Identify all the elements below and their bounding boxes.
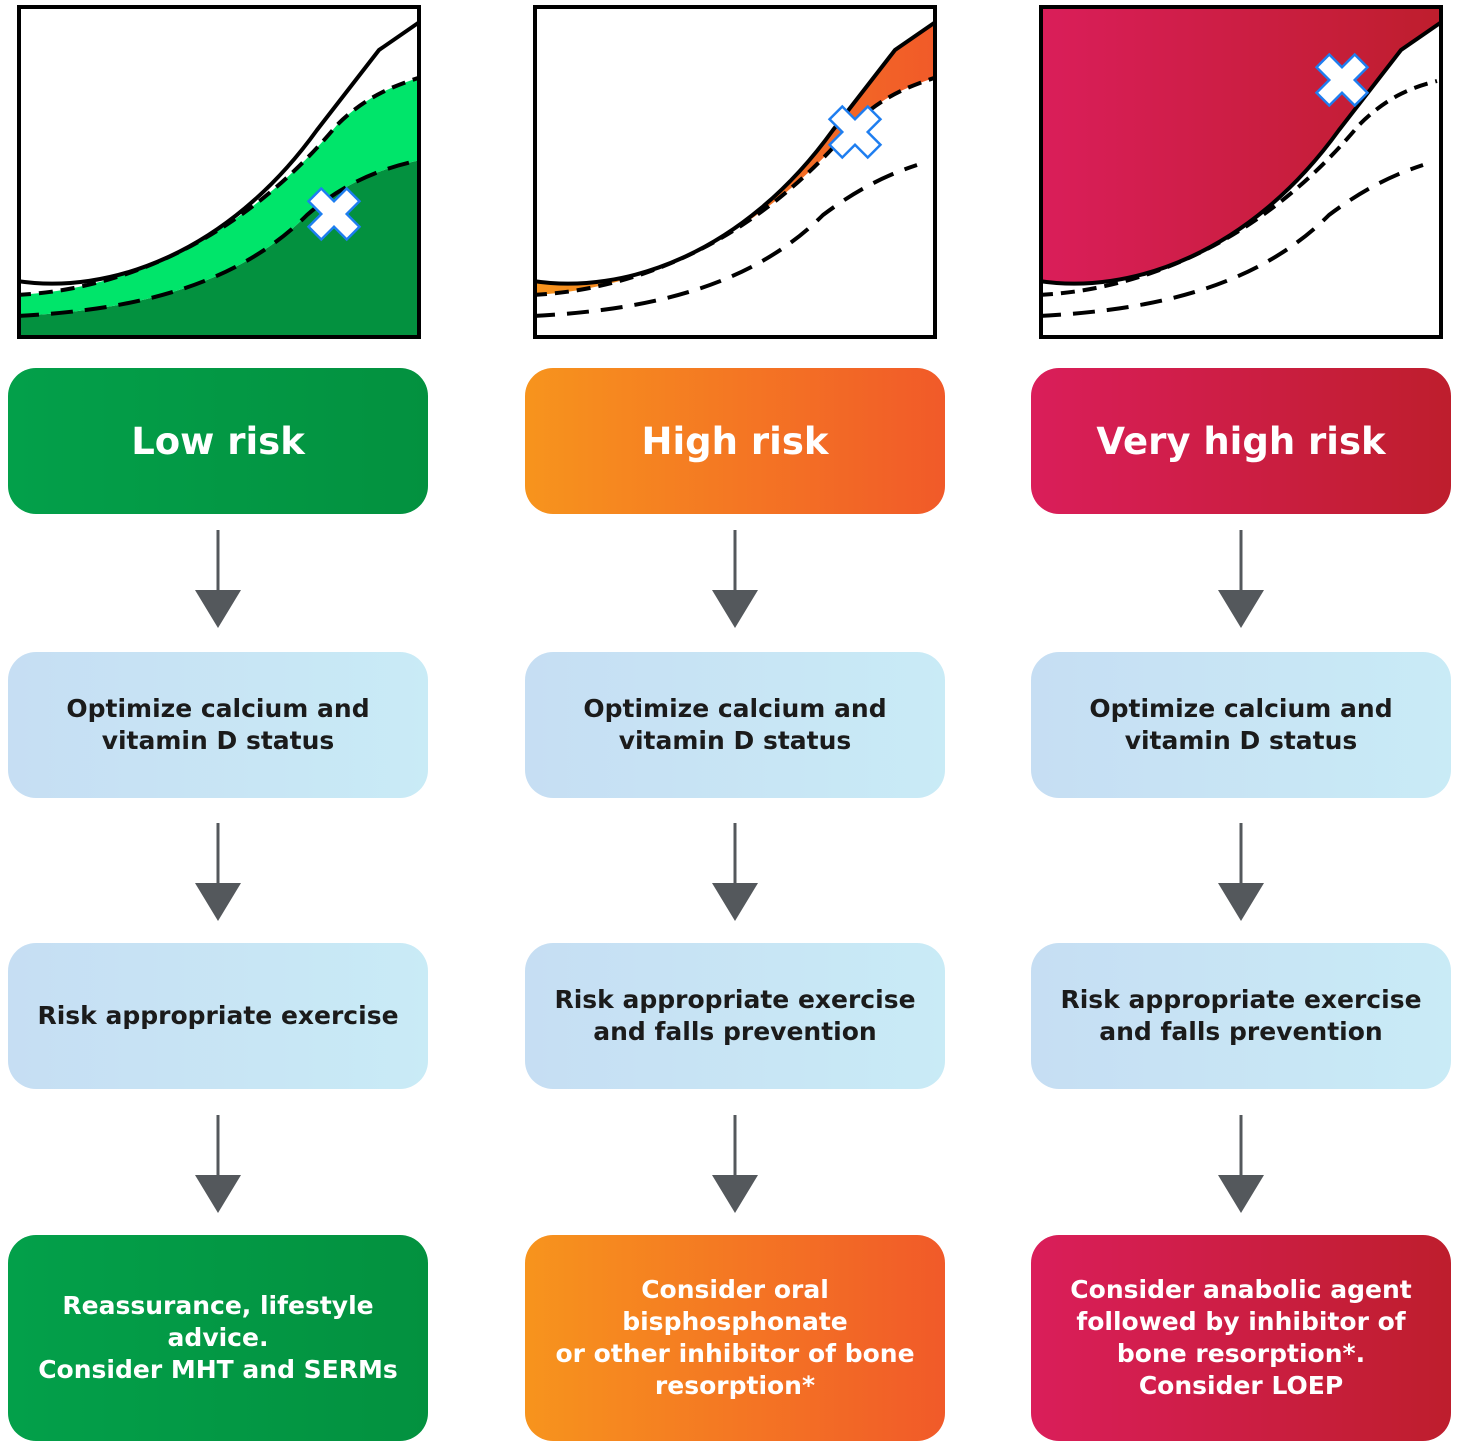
high-risk-curve-panel bbox=[533, 5, 937, 339]
step-label: Optimize calcium and vitamin D status bbox=[583, 694, 887, 755]
very-high-risk-step-calcium: Optimize calcium and vitamin D status bbox=[1031, 652, 1451, 798]
risk-label: High risk bbox=[641, 419, 829, 463]
low-risk-step-exercise: Risk appropriate exercise bbox=[8, 943, 428, 1089]
action-label: Consider anabolic agent followed by inhi… bbox=[1070, 1275, 1412, 1400]
step-label: Optimize calcium and vitamin D status bbox=[1089, 694, 1393, 755]
arrow-down-icon bbox=[195, 530, 241, 628]
low-risk-curve-panel bbox=[17, 5, 421, 339]
step-label: Risk appropriate exercise and falls prev… bbox=[1060, 985, 1422, 1046]
arrow-down-icon bbox=[1218, 823, 1264, 921]
step-label: Risk appropriate exercise and falls prev… bbox=[554, 985, 916, 1046]
low-risk-step-calcium: Optimize calcium and vitamin D status bbox=[8, 652, 428, 798]
step-label: Optimize calcium and vitamin D status bbox=[66, 694, 370, 755]
cross-marker-icon bbox=[827, 104, 883, 160]
cross-marker-icon bbox=[1314, 52, 1370, 108]
very-high-risk-header: Very high risk bbox=[1031, 368, 1451, 514]
very-high-risk-action: Consider anabolic agent followed by inhi… bbox=[1031, 1235, 1451, 1441]
arrow-down-icon bbox=[712, 1115, 758, 1213]
low-risk-action: Reassurance, lifestyle advice. Consider … bbox=[8, 1235, 428, 1441]
arrow-down-icon bbox=[1218, 530, 1264, 628]
arrow-down-icon bbox=[712, 530, 758, 628]
high-risk-action: Consider oral bisphosphonate or other in… bbox=[525, 1235, 945, 1441]
arrow-down-icon bbox=[1218, 1115, 1264, 1213]
high-risk-step-exercise: Risk appropriate exercise and falls prev… bbox=[525, 943, 945, 1089]
very-high-risk-curve-panel bbox=[1039, 5, 1443, 339]
arrow-down-icon bbox=[195, 1115, 241, 1213]
cross-marker-icon bbox=[306, 186, 362, 242]
high-risk-step-calcium: Optimize calcium and vitamin D status bbox=[525, 652, 945, 798]
very-high-risk-step-exercise: Risk appropriate exercise and falls prev… bbox=[1031, 943, 1451, 1089]
arrow-down-icon bbox=[712, 823, 758, 921]
low-risk-header: Low risk bbox=[8, 368, 428, 514]
risk-label: Very high risk bbox=[1096, 419, 1386, 463]
action-label: Reassurance, lifestyle advice. Consider … bbox=[38, 1291, 398, 1384]
action-label: Consider oral bisphosphonate or other in… bbox=[555, 1275, 915, 1400]
risk-label: Low risk bbox=[131, 419, 305, 463]
arrow-down-icon bbox=[195, 823, 241, 921]
step-label: Risk appropriate exercise bbox=[37, 1001, 399, 1030]
high-risk-header: High risk bbox=[525, 368, 945, 514]
